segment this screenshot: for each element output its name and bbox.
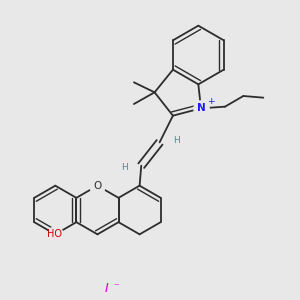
Text: I: I <box>105 282 109 295</box>
Text: O: O <box>93 181 102 191</box>
Text: ⁻: ⁻ <box>114 282 120 292</box>
Text: +: + <box>207 97 214 106</box>
Text: H: H <box>121 163 128 172</box>
Text: H: H <box>173 136 180 145</box>
Text: N: N <box>196 103 206 113</box>
Text: HO: HO <box>47 229 62 239</box>
